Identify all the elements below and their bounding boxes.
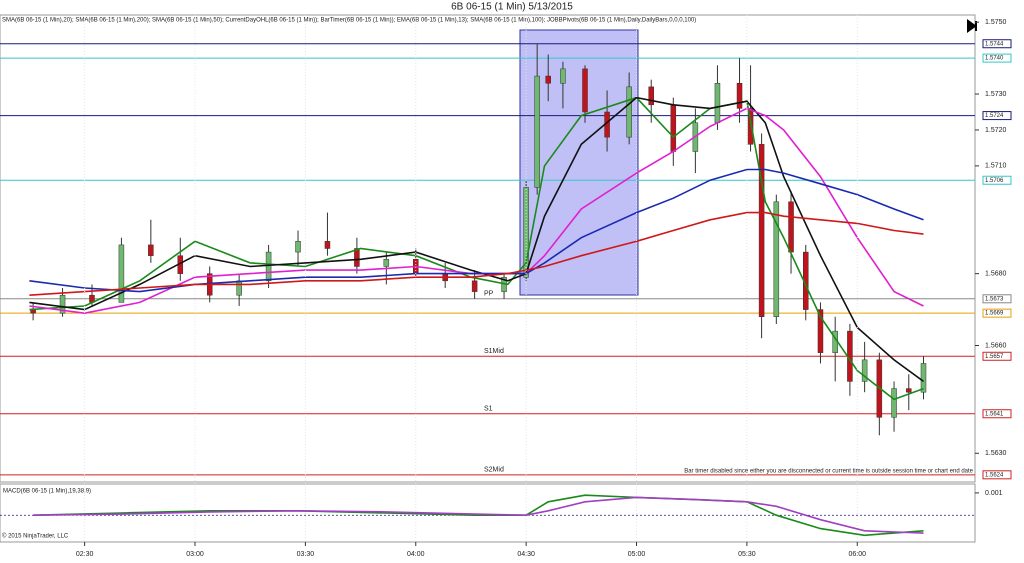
price-marker-label: 1.5641 — [985, 411, 1004, 417]
price-marker — [982, 409, 1012, 419]
candle-body — [626, 86, 632, 138]
candle-body — [324, 241, 331, 249]
level-label: S1 — [484, 406, 493, 413]
candle-body — [773, 201, 780, 318]
candle-body — [714, 83, 721, 124]
candle-body — [670, 104, 677, 152]
candle-body — [354, 248, 360, 267]
price-marker — [982, 39, 1012, 49]
candle-body — [236, 280, 242, 296]
x-tick-label: 04:00 — [407, 551, 425, 558]
price-marker-label: 1.5706 — [985, 178, 1004, 184]
candle-body — [788, 201, 794, 253]
price-marker — [982, 175, 1012, 185]
price-marker — [982, 111, 1012, 121]
price-marker-label: 1.5744 — [985, 41, 1004, 47]
x-tick-label: 05:30 — [738, 551, 756, 558]
indicator-line — [29, 96, 924, 383]
x-tick-label: 05:00 — [628, 551, 646, 558]
candle-body — [560, 68, 566, 84]
macd-title: MACD(6B 06-15 (1 Min),19,38,9) — [3, 489, 91, 495]
price-marker-label: 1.5624 — [985, 472, 1004, 478]
price-marker-label: 1.5657 — [985, 354, 1004, 360]
candle-body — [383, 259, 390, 267]
chart-title: 6B 06-15 (1 Min) 5/13/2015 — [451, 2, 573, 13]
candle-body — [545, 75, 551, 84]
candle-body — [648, 86, 654, 106]
candle-body — [534, 75, 540, 188]
price-marker-label: 1.5724 — [985, 113, 1004, 119]
candle-body — [265, 251, 272, 282]
y-tick-label: 1.5710 — [985, 163, 1007, 170]
y-tick-label: 1.5680 — [985, 270, 1007, 277]
candle-body — [906, 388, 912, 393]
x-tick-label: 06:00 — [848, 551, 866, 558]
price-marker — [982, 351, 1012, 361]
level-label: S1Mid — [484, 348, 504, 355]
price-marker — [982, 470, 1012, 480]
indicator-list: SMA(6B 06-15 (1 Min),20); SMA(6B 06-15 (… — [2, 18, 696, 24]
candle-body — [736, 83, 743, 109]
price-panel — [0, 14, 976, 483]
candle-body — [148, 244, 154, 256]
indicator-line — [33, 496, 924, 534]
candle-body — [295, 241, 301, 253]
y-tick-label: 1.5730 — [985, 91, 1007, 98]
level-label: PP — [484, 291, 494, 298]
price-marker — [982, 308, 1012, 318]
y-tick-label: 1.5630 — [985, 450, 1007, 457]
candle-body — [891, 388, 897, 418]
indicator-line — [29, 168, 924, 293]
candle-body — [582, 68, 588, 113]
y-tick-label: 1.5750 — [985, 19, 1007, 26]
y-tick-label: 0.001 — [985, 490, 1003, 497]
indicator-line — [29, 96, 924, 401]
price-marker-label: 1.5740 — [985, 56, 1004, 62]
indicator-line — [29, 107, 924, 315]
candle-body — [59, 294, 66, 314]
price-marker — [982, 53, 1012, 63]
copyright: © 2015 NinjaTrader, LLC — [2, 533, 69, 540]
x-tick-label: 02:30 — [76, 551, 94, 558]
indicator-line — [29, 211, 924, 296]
candle-body — [920, 363, 927, 393]
x-tick-label: 04:30 — [517, 551, 535, 558]
candle-body — [471, 280, 478, 292]
bar-timer-note: Bar timer disabled since either you are … — [684, 469, 973, 475]
y-tick-label: 1.5660 — [985, 342, 1007, 349]
candle-body — [758, 144, 765, 318]
price-marker-label: 1.5669 — [985, 311, 1004, 317]
x-tick-label: 03:00 — [186, 551, 204, 558]
x-tick-label: 03:30 — [297, 551, 315, 558]
candle-body — [523, 187, 529, 278]
price-marker-label: 1.5673 — [985, 296, 1004, 302]
price-marker — [982, 294, 1012, 304]
y-tick-label: 1.5720 — [985, 127, 1007, 134]
level-label: S2Mid — [484, 467, 504, 474]
candle-body — [118, 244, 125, 303]
candle-body — [747, 108, 754, 145]
candle-body — [817, 309, 824, 353]
candle-body — [861, 359, 868, 382]
